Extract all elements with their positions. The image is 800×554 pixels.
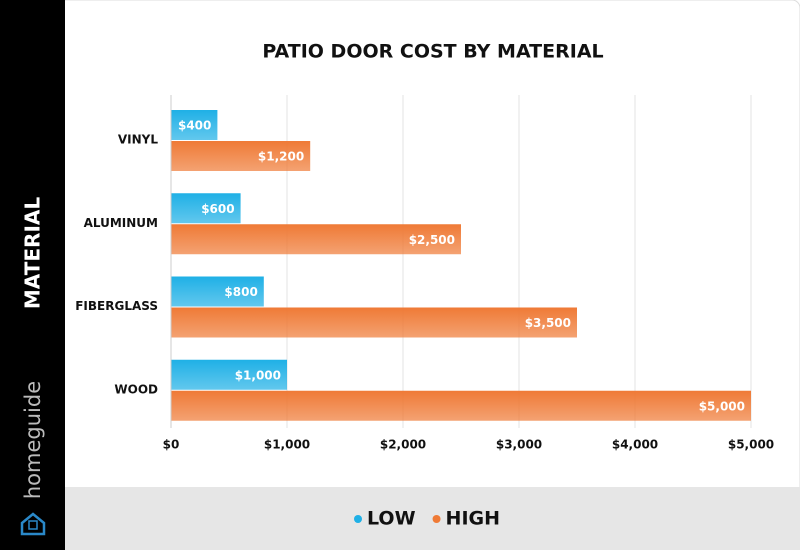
bar — [171, 193, 241, 224]
y-tick-label: WOOD — [114, 382, 158, 396]
legend-band — [65, 487, 800, 550]
value-label: $3,500 — [525, 316, 571, 330]
chart-title: PATIO DOOR COST BY MATERIAL — [262, 41, 603, 63]
sidebar — [0, 0, 65, 550]
value-label: $2,500 — [409, 233, 455, 247]
legend-marker — [432, 515, 441, 523]
brand-icon — [20, 512, 46, 536]
y-tick-label: VINYL — [118, 133, 158, 147]
bar — [171, 141, 311, 171]
x-tick-label: $1,000 — [264, 438, 310, 452]
x-tick-label: $4,000 — [612, 438, 658, 452]
bar — [171, 110, 218, 140]
axis-label: MATERIAL — [21, 197, 45, 309]
x-tick-label: $3,000 — [496, 438, 542, 452]
value-label: $5,000 — [699, 399, 745, 413]
legend-label: LOW — [367, 508, 416, 530]
value-label: $1,000 — [235, 368, 281, 382]
x-tick-label: $5,000 — [728, 438, 774, 452]
value-label: $1,200 — [258, 150, 304, 164]
value-label: $600 — [201, 202, 234, 216]
value-label: $400 — [178, 119, 211, 133]
y-tick-label: ALUMINUM — [84, 216, 158, 230]
x-tick-label: $2,000 — [380, 438, 426, 452]
y-tick-label: FIBERGLASS — [75, 299, 158, 313]
bar — [171, 307, 577, 338]
bar — [171, 359, 287, 390]
value-label: $800 — [224, 285, 257, 299]
brand: homeguide — [21, 381, 45, 499]
bar — [171, 224, 461, 255]
bar — [171, 276, 264, 307]
legend-label: HIGH — [446, 508, 500, 530]
x-tick-label: $0 — [163, 438, 180, 452]
bar — [171, 390, 751, 421]
legend-marker — [354, 515, 362, 523]
